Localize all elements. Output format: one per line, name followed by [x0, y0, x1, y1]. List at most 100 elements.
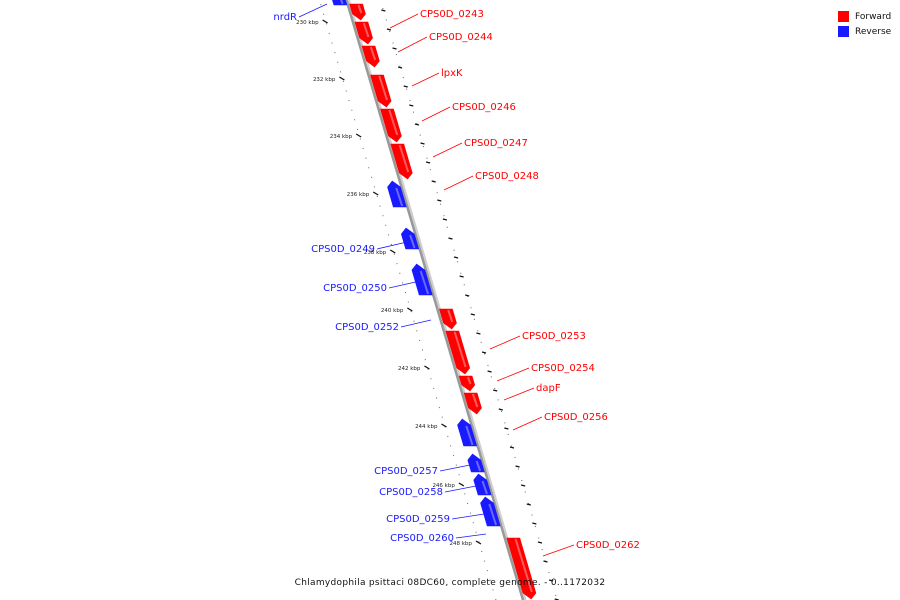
genome-caption: Chlamydophila psittaci 08DC60, complete …: [294, 578, 606, 588]
genome-backbone: [345, 0, 527, 600]
feature-label: CPS0D_0250: [323, 283, 387, 294]
minor-tick: [543, 560, 548, 563]
feature-label: CPS0D_0260: [390, 533, 454, 544]
tick-mark: [407, 307, 413, 312]
tick-ruler: 230 kbp 232 kbp 234 kbp 236 kbp 238 kbp 240 k…: [296, 0, 559, 600]
minor-tick: [515, 465, 520, 468]
minor-tick: [437, 199, 442, 202]
tick-mark: [322, 19, 328, 24]
label-leader: [432, 142, 463, 158]
minor-tick: [409, 104, 414, 107]
label-leader: [455, 533, 487, 539]
tick-mark: [339, 76, 345, 81]
label-leader: [421, 106, 451, 122]
feature-highlight: [388, 109, 399, 136]
legend-forward: Forward: [838, 9, 891, 24]
minor-tick: [465, 294, 470, 297]
label-leader: [512, 416, 543, 431]
feature-box: [473, 473, 492, 496]
label-leader: [542, 544, 575, 557]
label-leader: [376, 241, 408, 250]
feature-box: [370, 74, 392, 108]
feature-box: [506, 537, 537, 600]
feature-highlight: [409, 234, 416, 249]
feature-box: [457, 418, 478, 447]
feature-highlight: [466, 376, 472, 385]
minor-tick: [470, 313, 475, 316]
tick-label: 236 kbp: [347, 192, 370, 198]
feature-label: CPS0D_0246: [452, 102, 516, 113]
minor-tick: [392, 47, 397, 50]
label-leader: [451, 513, 485, 520]
feature-label: CPS0D_0253: [522, 331, 586, 342]
feature-box: [380, 108, 402, 143]
legend-reverse: Reverse: [838, 24, 891, 39]
tick-label: 230 kbp: [296, 20, 319, 26]
minor-tick: [509, 446, 515, 449]
minor-tick: [537, 541, 543, 544]
tick-mark: [458, 482, 465, 487]
tick-label: 232 kbp: [313, 77, 336, 83]
minor-tick: [425, 161, 431, 164]
minor-tick: [381, 9, 386, 12]
label-leader: [389, 13, 419, 29]
label-leader: [397, 36, 428, 53]
feature-highlight: [514, 538, 533, 593]
feature-highlight: [447, 309, 454, 323]
tick-label: 244 kbp: [415, 424, 438, 430]
feature-highlight: [369, 46, 377, 61]
feature-label: CPS0D_0259: [386, 514, 450, 525]
minor-tick: [403, 85, 408, 88]
label-leader: [439, 464, 471, 472]
minor-tick: [481, 351, 487, 354]
minor-tick: [431, 180, 436, 183]
label-leader: [444, 485, 477, 493]
feature-box: [349, 3, 366, 21]
feature-label: CPS0D_0243: [420, 9, 484, 20]
feature-box: [467, 453, 485, 473]
feature-highlight: [340, 0, 344, 5]
feature-label: dapF: [536, 383, 561, 394]
feature-highlight: [419, 270, 430, 295]
tick-label: 248 kbp: [450, 541, 473, 547]
feature-box: [332, 0, 348, 6]
feature-highlight: [357, 4, 363, 14]
feature-highlight: [465, 425, 474, 446]
feature-box: [463, 392, 482, 415]
feature-box: [411, 263, 433, 296]
feature-box: [458, 375, 476, 392]
minor-tick: [504, 427, 509, 430]
feature-label: CPS0D_0244: [429, 32, 493, 43]
minor-tick: [386, 28, 392, 31]
tick-label: 234 kbp: [330, 134, 353, 140]
tick-mark: [475, 540, 482, 545]
minor-tick: [476, 332, 481, 335]
legend: Forward Reverse: [838, 9, 891, 39]
label-leader: [388, 280, 421, 289]
feature-highlight: [488, 503, 498, 526]
reverse-swatch: [838, 26, 849, 37]
feature-label: CPS0D_0256: [544, 412, 608, 423]
feature-label: CPS0D_0252: [335, 322, 399, 333]
forward-swatch: [838, 11, 849, 22]
label-leader: [411, 72, 440, 87]
minor-tick: [498, 408, 503, 411]
backbone-line: [345, 0, 525, 600]
label-leader: [400, 319, 432, 328]
label-leader: [298, 3, 328, 18]
tick-label: 238 kbp: [364, 250, 387, 256]
label-leader: [496, 367, 530, 382]
minor-tick: [397, 66, 403, 69]
minor-tick: [493, 389, 498, 392]
ruler-dots-right: [379, 0, 558, 600]
feature-label: CPS0D_0254: [531, 363, 595, 374]
feature-labels: nrdR CPS0D_0243 CPS0D_0244 lpxK CPS0D_0246 CP…: [273, 3, 640, 557]
minor-tick: [442, 218, 448, 221]
label-leader: [443, 175, 474, 191]
feature-box: [390, 143, 413, 180]
minor-tick: [520, 484, 526, 487]
feature-box: [400, 227, 420, 250]
feature-box: [438, 308, 457, 330]
tick-mark: [355, 133, 362, 138]
feature-box: [361, 45, 380, 68]
